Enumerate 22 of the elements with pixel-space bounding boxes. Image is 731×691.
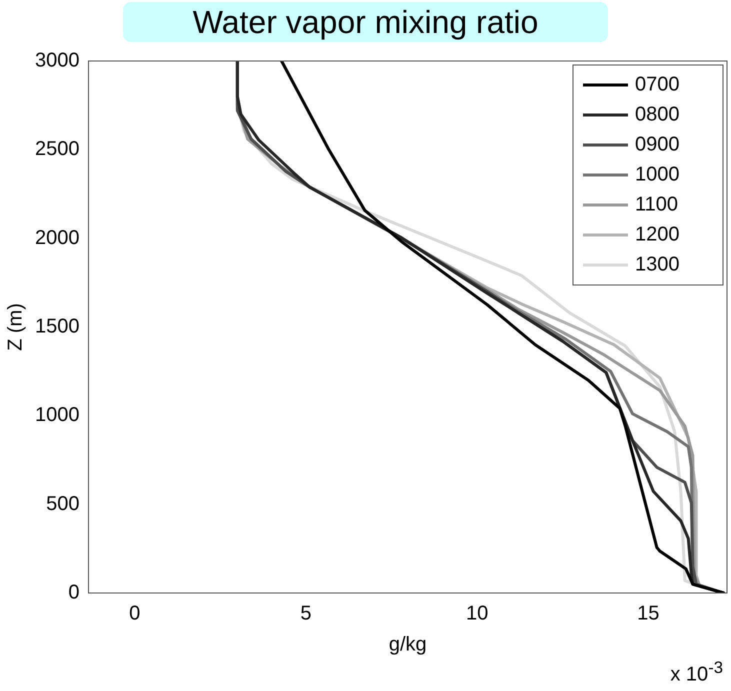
y-tick-label: 2000 [34, 226, 80, 249]
y-tick-label: 1000 [34, 404, 80, 426]
y-tick-label: 1500 [34, 316, 80, 338]
y-tick-label: 0 [68, 582, 80, 604]
legend-label: 1300 [635, 254, 680, 276]
legend-label: 0700 [635, 74, 680, 96]
legend-label: 1100 [635, 194, 678, 216]
x-tick-label: 15 [637, 602, 660, 625]
x-tick-label: 5 [300, 602, 312, 625]
chart-title: Water vapor mixing ratio [122, 2, 608, 42]
y-tick-label: 3000 [34, 50, 80, 72]
x-tick-label: 10 [466, 602, 488, 625]
text: x 10$^{-3}$ [670, 658, 723, 687]
legend-label: 0900 [635, 134, 680, 156]
x-axis-title: g/kg [388, 634, 427, 656]
y-axis-title: Z (m) [4, 303, 27, 351]
legend-label: 1200 [635, 224, 680, 246]
legend-label: 0800 [635, 104, 680, 126]
y-tick-label: 2500 [34, 138, 80, 160]
legend-label: 1000 [635, 164, 680, 186]
x-tick-label: 0 [129, 602, 140, 625]
y-tick-label: 500 [46, 492, 80, 515]
